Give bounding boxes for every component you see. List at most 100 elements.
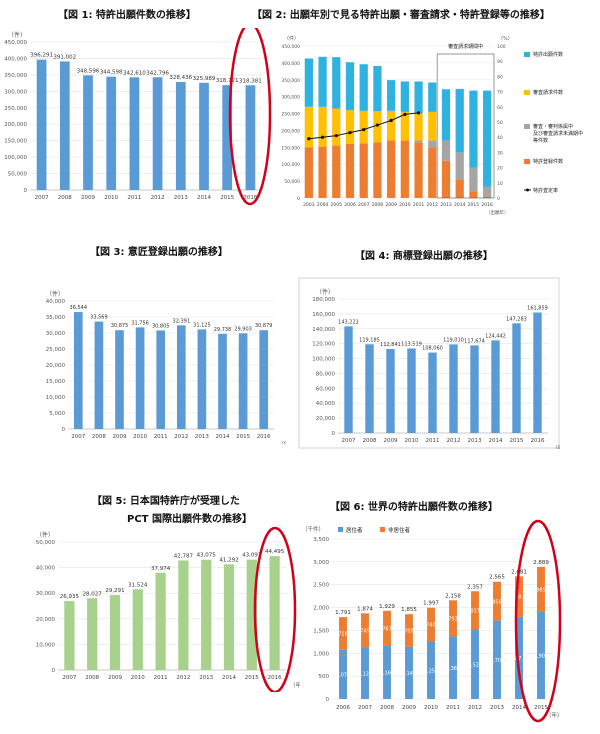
y-tick-label: 3,000 bbox=[313, 560, 329, 566]
x-tick-label: 2007 bbox=[62, 675, 76, 681]
segment-label: 1,146 bbox=[402, 671, 416, 677]
data-label: 32,391 bbox=[173, 318, 191, 324]
y-axis-unit: （件） bbox=[316, 288, 334, 296]
y-tick-label: 3,500 bbox=[313, 537, 329, 543]
rate-point bbox=[389, 118, 393, 123]
stacked-bar-segment bbox=[387, 80, 396, 111]
x-tick-label: 2003 bbox=[303, 202, 315, 208]
x-tick-label: 2010 bbox=[133, 434, 147, 440]
stacked-bar-segment bbox=[483, 196, 492, 198]
y-tick-label: 200,000 bbox=[4, 122, 27, 128]
highlight-ellipse bbox=[228, 28, 272, 206]
stacked-bar-segment bbox=[345, 62, 355, 111]
bar bbox=[176, 325, 186, 429]
x-axis-unit: （年） bbox=[290, 681, 300, 689]
segment-label: 716 bbox=[338, 631, 348, 637]
data-label: 328,436 bbox=[169, 75, 192, 81]
x-tick-label: 2010 bbox=[399, 202, 411, 208]
rate-point bbox=[362, 128, 366, 132]
bar bbox=[129, 77, 140, 190]
review-period-box bbox=[436, 53, 495, 199]
bar bbox=[491, 340, 500, 433]
data-label: 30,805 bbox=[152, 323, 170, 329]
stacked-bar-segment bbox=[304, 58, 313, 107]
data-label: 28,027 bbox=[83, 591, 103, 597]
x-tick-label: 2007 bbox=[342, 438, 356, 444]
x-axis-unit: （年） bbox=[546, 711, 563, 719]
segment-label: 856 bbox=[492, 599, 502, 605]
bar bbox=[64, 601, 75, 670]
y-tick-label: 400,000 bbox=[281, 61, 300, 67]
bar bbox=[87, 598, 98, 670]
x-tick-label: 2015 bbox=[236, 434, 250, 440]
bar bbox=[83, 75, 93, 190]
stacked-bar-segment bbox=[428, 140, 437, 148]
stacked-bar-segment bbox=[373, 142, 382, 198]
data-label: 342,610 bbox=[123, 70, 146, 76]
legend-swatch bbox=[524, 52, 530, 57]
y-tick-label: 40,000 bbox=[316, 401, 336, 407]
x-tick-label: 2015 bbox=[510, 438, 524, 444]
stacked-bar-segment bbox=[318, 56, 327, 107]
y-tick-label: 400,000 bbox=[4, 56, 27, 62]
data-label: 31,756 bbox=[131, 320, 149, 326]
x-tick-label: 2014 bbox=[216, 434, 230, 440]
x-axis-unit: （年） bbox=[278, 440, 286, 444]
bar bbox=[94, 321, 104, 429]
stacked-bar-segment bbox=[361, 647, 369, 699]
y-tick-label: 100,000 bbox=[312, 357, 335, 363]
y-tick-label: 15,000 bbox=[46, 379, 66, 385]
data-label: 44,495 bbox=[265, 549, 285, 555]
x-axis-unit: （年） bbox=[552, 444, 560, 449]
y-tick-label: 350,000 bbox=[4, 73, 27, 79]
y-tick-label: 1,000 bbox=[313, 651, 329, 657]
x-tick-label: 2011 bbox=[413, 202, 425, 208]
bar bbox=[36, 59, 47, 190]
segment-label: 793 bbox=[448, 616, 458, 622]
x-tick-label: 2006 bbox=[344, 202, 356, 208]
x-tick-label: 2008 bbox=[363, 438, 377, 444]
stacked-bar-segment bbox=[400, 111, 409, 141]
y-tick-label: 500 bbox=[319, 674, 330, 680]
y-tick-label: 20,000 bbox=[36, 617, 56, 623]
total-label: 2,357 bbox=[467, 584, 483, 590]
data-label: 147,283 bbox=[506, 316, 527, 322]
fig4-title: 【図 4: 商標登録出願の推移】 bbox=[355, 251, 493, 262]
y-tick-label: 60,000 bbox=[316, 386, 336, 392]
stacked-bar-segment bbox=[332, 108, 341, 146]
y-tick-label: 450,000 bbox=[281, 44, 300, 50]
stacked-bar-segment bbox=[428, 147, 437, 198]
total-label: 1,929 bbox=[379, 604, 395, 610]
y-tick-label: 0 bbox=[62, 427, 66, 433]
stacked-bar-segment bbox=[414, 140, 423, 143]
total-label: 2,158 bbox=[445, 593, 461, 599]
stacked-bar-segment bbox=[483, 90, 492, 187]
y-tick-label: 20,000 bbox=[46, 363, 66, 369]
data-label: 43,075 bbox=[197, 553, 217, 559]
x-tick-label: 2013 bbox=[199, 675, 213, 681]
x-tick-label: 2010 bbox=[104, 195, 118, 201]
fig3-chart: （件） 0 5,000 10,000 15,000 20,000 25,000 30,000 3… bbox=[46, 290, 286, 444]
bar bbox=[199, 82, 209, 190]
data-label: 26,935 bbox=[60, 594, 80, 600]
bar bbox=[259, 330, 269, 429]
data-label: 30,875 bbox=[111, 323, 129, 329]
x-tick-label: 2014 bbox=[489, 438, 503, 444]
y-tick-label: 250,000 bbox=[4, 106, 27, 112]
bar bbox=[365, 344, 374, 433]
stacked-bar-segment bbox=[414, 142, 423, 198]
y-axis-unit: （件） bbox=[8, 31, 26, 39]
y-axis-unit: （千件） bbox=[302, 525, 324, 533]
x-tick-label: 2016 bbox=[257, 434, 271, 440]
x-tick-label: 2011 bbox=[154, 675, 168, 681]
stacked-bar-segment bbox=[373, 65, 382, 112]
stacked-bar-segment bbox=[455, 179, 464, 198]
bar bbox=[175, 81, 186, 190]
rate-point bbox=[403, 112, 407, 116]
y-tick-label: 5,000 bbox=[49, 411, 65, 417]
data-label: 325,989 bbox=[193, 76, 216, 82]
stacked-bar-segment bbox=[441, 140, 451, 161]
x-tick-label: 2014 bbox=[222, 675, 236, 681]
x-tick-label: 2008 bbox=[85, 675, 99, 681]
bar bbox=[106, 76, 117, 190]
